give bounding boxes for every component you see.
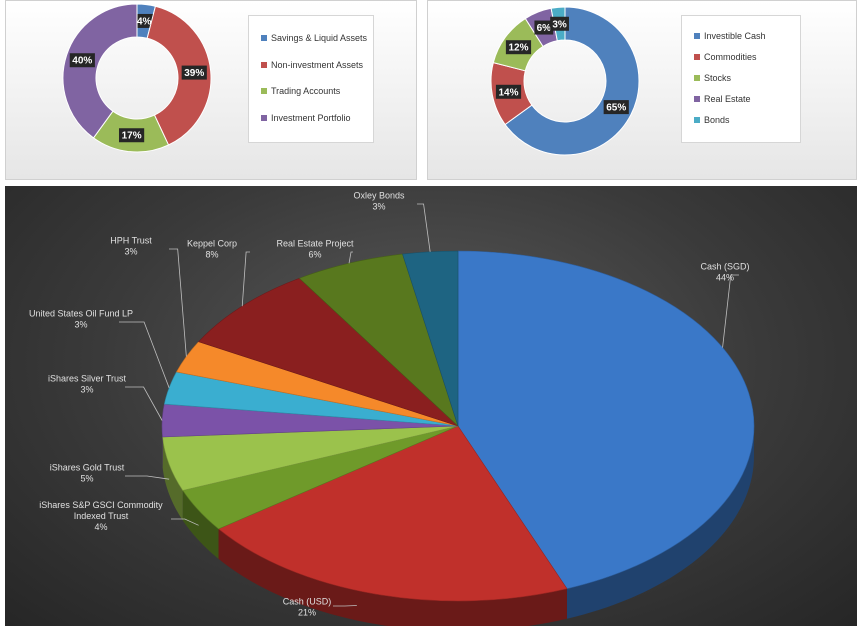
leader-line-ishares-silver-trust (125, 386, 163, 421)
donut-slice-investible-cash (504, 6, 640, 156)
pie-label-ishares-s-p-gsci-commodity-indexed-trust: iShares S&P GSCI Commodity Indexed Trust 4… (39, 500, 163, 532)
data-label-box-investment-portfolio (69, 53, 95, 68)
legend-label: Trading Accounts (271, 86, 341, 97)
pie-side-ishares-s-p-gsci-commodity-indexed-trust (182, 490, 219, 559)
leader-line-real-estate-project (348, 251, 353, 264)
legend-swatch (694, 96, 700, 103)
legend-item-real-estate: Real Estate (694, 94, 751, 104)
legend-label: Savings & Liquid Assets (271, 33, 368, 44)
chart-panel-investment-breakdown: 65% 14% 12% 6% 3% Investible Cash Commodities… (427, 0, 857, 180)
pie-slice-keppel-corp (198, 277, 459, 427)
data-label-investible-cash: 65% (606, 103, 626, 114)
legend-swatch (694, 53, 700, 60)
leader-line-cash-sgd (722, 274, 739, 348)
data-label-savings-liquid-assets: 4% (137, 16, 152, 27)
chart-panel-asset-allocation: 4% 39% 17% 40% Savings & Liquid Assets Non-i… (5, 0, 417, 180)
legend-item-trading-accounts: Trading Accounts (261, 86, 340, 96)
pie-label-real-estate-project: Real Estate Project 6% (276, 239, 354, 260)
leader-line-cash-usd (333, 605, 357, 607)
pie-side-ishares-gold-trust (162, 436, 183, 521)
data-label-box-non-investment-assets (181, 65, 207, 80)
pie-label-keppel-corp: Keppel Corp 8% (187, 239, 237, 260)
leader-line-keppel-corp (241, 251, 250, 307)
legend-item-savings-liquid-assets: Savings & Liquid Assets (261, 33, 367, 43)
legend-item-commodities: Commodities (694, 52, 757, 62)
legend-label: Real Estate (704, 94, 751, 105)
donut-slice-non-investment-assets (146, 5, 212, 146)
legend-item-stocks: Stocks (694, 73, 731, 83)
data-label-box-real-estate (534, 20, 554, 35)
chart-panel-holdings: Cash (SGD) 44% Cash (USD) 21% iShares S&P GS… (5, 186, 857, 626)
legend-item-investment-portfolio: Investment Portfolio (261, 113, 351, 123)
data-label-stocks: 12% (508, 43, 528, 54)
data-label-box-commodities (495, 84, 522, 99)
pie-data-labels: Cash (SGD) 44% Cash (USD) 21% iShares S&P GS… (29, 191, 750, 618)
data-label-non-investment-assets: 39% (184, 68, 204, 79)
data-label-trading-accounts: 17% (122, 131, 142, 142)
data-label-commodities: 14% (499, 87, 519, 98)
legend-label: Non-investment Assets (271, 59, 364, 70)
leader-line-ishares-s-p-gsci-commodity-indexed-trust (171, 518, 199, 526)
data-label-box-savings-liquid-assets (134, 13, 154, 28)
leader-line-oxley-bonds (417, 203, 431, 252)
leader-line-united-states-oil-fund-lp (119, 321, 170, 388)
pie-slice-cash-sgd (457, 250, 755, 590)
donut-slice-investment-portfolio (62, 3, 138, 139)
legend-label: Investible Cash (704, 30, 766, 41)
legend-label: Investment Portfolio (271, 112, 351, 123)
legend-item-bonds: Bonds (694, 115, 730, 125)
pie-label-cash-sgd: Cash (SGD) 44% (700, 262, 749, 283)
data-label-box-bonds (550, 16, 569, 31)
donut-chart-asset-allocation: 4% 39% 17% 40% (62, 3, 212, 153)
pie-label-ishares-silver-trust: iShares Silver Trust 3% (48, 374, 127, 395)
data-label-bonds: 3% (552, 19, 567, 30)
legend-swatch (694, 117, 700, 124)
legend-swatch (261, 88, 267, 95)
legend-swatch (261, 114, 267, 121)
legend-asset-allocation: Savings & Liquid Assets Non-investment As… (248, 15, 374, 143)
legend-label: Commodities (704, 51, 757, 62)
legend-swatch (261, 35, 267, 42)
legend-swatch (261, 61, 267, 68)
legend-swatch (694, 75, 700, 81)
pie-label-cash-usd: Cash (USD) 21% (283, 597, 332, 618)
pie-slice-cash-usd (217, 425, 568, 602)
pie-label-oxley-bonds: Oxley Bonds 3% (353, 191, 405, 212)
leader-line-ishares-gold-trust (125, 475, 170, 480)
pie-label-ishares-gold-trust: iShares Gold Trust 5% (50, 463, 125, 484)
legend-investment-breakdown: Investible Cash Commodities Stocks Real Est… (681, 15, 801, 143)
legend-label: Stocks (704, 73, 732, 83)
data-label-investment-portfolio: 40% (72, 56, 92, 67)
pie-label-united-states-oil-fund-lp: United States Oil Fund LP 3% (29, 309, 133, 330)
data-label-box-investible-cash (603, 100, 629, 115)
legend-label: Bonds (704, 115, 730, 126)
legend-item-non-investment-assets: Non-investment Assets (261, 60, 363, 70)
legend-item-investible-cash: Investible Cash (694, 31, 766, 41)
pie-chart-holdings-3d: Cash (SGD) 44% Cash (USD) 21% iShares S&P GS… (29, 191, 755, 626)
leader-line-hph-trust (169, 248, 187, 357)
legend-swatch (694, 32, 700, 39)
pie-3d-side-walls (162, 426, 754, 626)
donut-chart-investment-breakdown: 65% 14% 12% 6% 3% (490, 6, 640, 156)
data-label-box-stocks (505, 40, 532, 55)
data-label-box-trading-accounts (118, 128, 145, 143)
data-label-real-estate: 6% (537, 23, 552, 34)
pie-label-hph-trust: HPH Trust 3% (110, 236, 152, 257)
pie-side-cash-sgd (566, 426, 754, 619)
pie-side-cash-usd (218, 528, 567, 626)
